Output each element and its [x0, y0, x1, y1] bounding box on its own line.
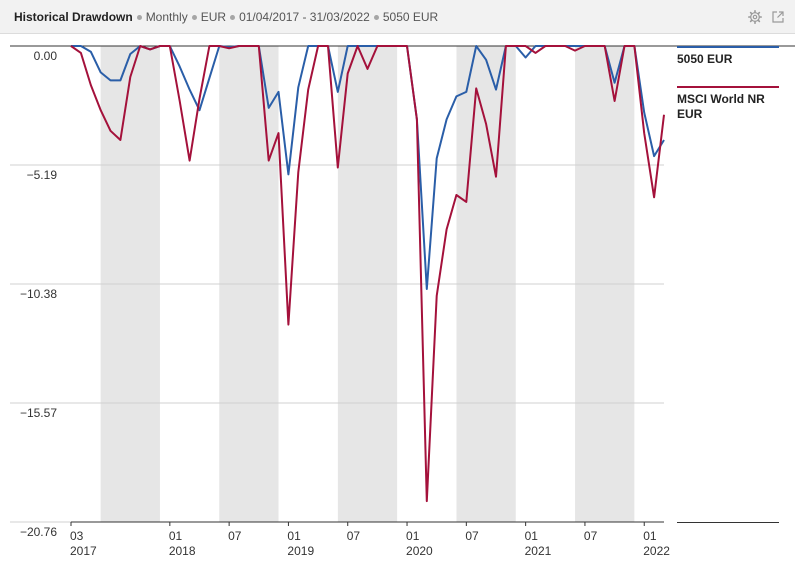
chart-header: Historical Drawdown Monthly EUR 01/04/2017 …: [0, 0, 795, 34]
x-tick-label: 01: [169, 529, 183, 543]
x-tick-label: 01: [406, 529, 420, 543]
legend-bottom-rule: [677, 522, 779, 523]
y-tick-label: 0.00: [34, 49, 58, 63]
expand-icon[interactable]: [771, 10, 785, 24]
x-tick-year-label: 2018: [169, 544, 196, 558]
series-lines: [70, 45, 665, 503]
separator-dot: [373, 14, 379, 20]
y-tick-label: −15.57: [20, 406, 57, 420]
legend-swatch: [677, 46, 779, 48]
x-tick-label: 07: [347, 529, 361, 543]
drawdown-chart: 0.00−5.19−10.38−15.57−20.76 0320170120180…: [10, 45, 795, 558]
legend-item: MSCI World NR EUR: [677, 86, 779, 122]
legend-item: 5050 EUR: [677, 46, 779, 67]
x-tick-year-label: 2019: [287, 544, 314, 558]
frequency-label: Monthly: [145, 10, 188, 24]
x-tick-label: 03: [70, 529, 84, 543]
header-title: Historical Drawdown Monthly EUR 01/04/2017 …: [14, 10, 438, 24]
legend-label: MSCI World NR EUR: [677, 92, 765, 121]
x-tick-label: 07: [465, 529, 479, 543]
period-label: 01/04/2017 - 31/03/2022: [239, 10, 370, 24]
x-tick-label: 01: [525, 529, 539, 543]
separator-dot: [230, 14, 236, 20]
x-tick-label: 01: [287, 529, 301, 543]
legend-label: 5050 EUR: [677, 52, 733, 66]
x-tick-year-label: 2021: [525, 544, 552, 558]
benchmark-label: 5050 EUR: [382, 10, 439, 24]
gear-icon[interactable]: [748, 10, 762, 24]
x-tick-label: 07: [228, 529, 242, 543]
legend-swatch: [677, 86, 779, 88]
y-tick-label: −20.76: [20, 525, 57, 539]
x-tick-label: 07: [584, 529, 598, 543]
x-tick-year-label: 2022: [643, 544, 670, 558]
separator-dot: [191, 14, 197, 20]
x-tick-label: 01: [643, 529, 657, 543]
x-tick-year-label: 2020: [406, 544, 433, 558]
currency-label: EUR: [200, 10, 227, 24]
x-tick-year-label: 2017: [70, 544, 97, 558]
chart-title: Historical Drawdown: [14, 10, 133, 24]
series-line-2: [70, 45, 665, 503]
y-tick-label: −10.38: [20, 287, 57, 301]
axes: 0.00−5.19−10.38−15.57−20.76 0320170120180…: [20, 49, 670, 558]
y-tick-label: −5.19: [27, 168, 58, 182]
separator-dot: [136, 14, 142, 20]
